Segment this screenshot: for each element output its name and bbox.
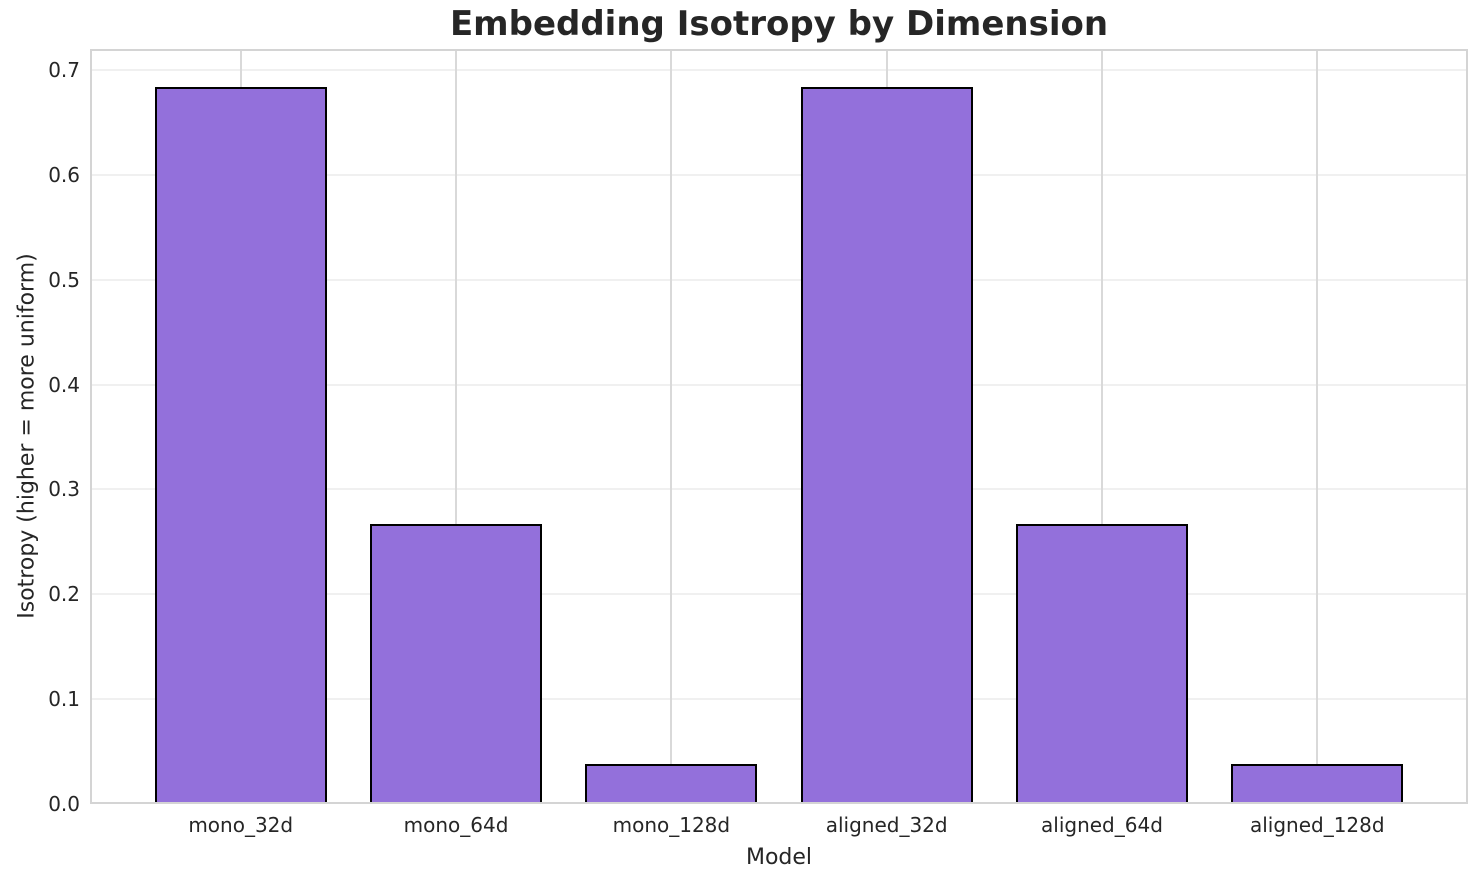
v-gridline	[1316, 49, 1319, 804]
x-tick-label: mono_128d	[612, 813, 731, 837]
bar-aligned_64d	[1015, 524, 1189, 804]
v-gridline	[670, 49, 673, 804]
chart-title: Embedding Isotropy by Dimension	[449, 4, 1109, 44]
y-axis-label: Isotropy (higher = more uniform)	[14, 253, 40, 619]
y-tick-label: 0.7	[48, 57, 80, 82]
y-tick-label: 0.5	[48, 267, 80, 292]
y-tick-label: 0.3	[48, 477, 80, 502]
bar-aligned_128d	[1231, 764, 1404, 804]
spine-top	[90, 49, 1468, 51]
x-tick-label: aligned_64d	[1041, 813, 1163, 837]
x-tick-label: aligned_32d	[825, 813, 948, 837]
h-gridline	[90, 383, 1468, 386]
h-gridline	[90, 278, 1468, 281]
h-gridline	[90, 593, 1468, 596]
bar-mono_32d	[154, 86, 327, 804]
spine-right	[1466, 49, 1468, 804]
bar-mono_128d	[585, 764, 758, 804]
v-gridline	[1100, 49, 1103, 804]
y-tick-label: 0.1	[48, 687, 80, 712]
plot-area	[90, 49, 1468, 804]
h-gridline	[90, 68, 1468, 71]
bar-aligned_32d	[800, 86, 973, 804]
spine-left	[90, 49, 92, 804]
y-tick-label: 0.4	[48, 372, 80, 397]
y-tick-label: 0.0	[48, 792, 80, 816]
spine-bottom	[90, 802, 1468, 804]
bar-mono_64d	[369, 524, 543, 804]
x-tick-label: aligned_128d	[1249, 813, 1385, 837]
x-axis-label: Model	[745, 845, 813, 870]
v-gridline	[455, 49, 458, 804]
h-gridline	[90, 698, 1468, 701]
y-tick-label: 0.6	[48, 162, 80, 187]
h-gridline	[90, 173, 1468, 176]
x-tick-label: mono_32d	[188, 813, 294, 837]
x-tick-label: mono_64d	[403, 813, 509, 837]
y-tick-label: 0.2	[48, 582, 80, 607]
h-gridline	[90, 488, 1468, 491]
